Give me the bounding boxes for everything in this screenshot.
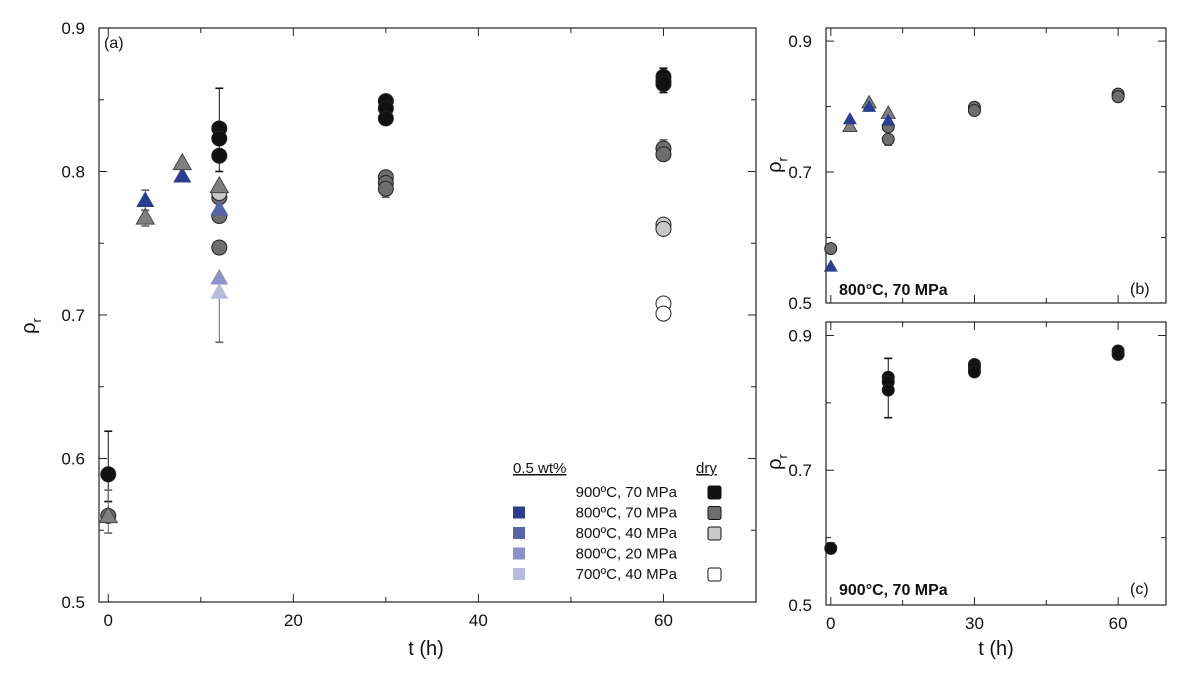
- panel-a-xlabel: t (h): [408, 638, 444, 660]
- data-point-triangle: [135, 207, 156, 225]
- data-point-circle: [1111, 347, 1125, 361]
- panel-a-ylabel-sub: r: [29, 317, 44, 322]
- data-point-circle: [1111, 90, 1125, 104]
- legend: 0.5 wt% dry 900ºC, 70 MPa 800ºC, 70 MPa 80…: [513, 460, 722, 583]
- data-point-circle: [211, 239, 228, 256]
- data-point-circle: [655, 220, 672, 237]
- panel-a-ytick-label: 0.9: [61, 19, 85, 38]
- legend-entry-label: 900ºC, 70 MPa: [576, 484, 678, 501]
- panel-c-ytick-label: 0.5: [788, 596, 812, 615]
- svg-text:ρr: ρr: [18, 317, 44, 333]
- data-point-triangle: [842, 112, 857, 125]
- data-point-triangle: [98, 505, 119, 524]
- panel-b-ylabel-rho: ρ: [764, 161, 786, 172]
- legend-entry-label: 700ºC, 40 MPa: [576, 566, 678, 583]
- legend-entry-label: 800ºC, 20 MPa: [576, 546, 678, 563]
- data-point-circle: [377, 110, 394, 127]
- data-point-circle: [655, 146, 672, 163]
- panel-c-ytick-label: 0.9: [788, 326, 812, 345]
- data-point-triangle: [210, 268, 229, 285]
- panel-c-condition: 900°C, 70 MPa: [839, 582, 948, 599]
- panel-a-ylabel: ρr: [18, 317, 44, 333]
- panel-c-ylabel: ρr: [764, 453, 790, 469]
- panel-c-frame: [825, 321, 1167, 606]
- panel-c-xtick-label: 30: [965, 614, 984, 633]
- panel-a-ytick-label: 0.8: [61, 163, 85, 182]
- data-point-triangle: [172, 152, 193, 171]
- legend-dry-swatch: [707, 526, 722, 541]
- panel-a-ytick-label: 0.5: [61, 593, 85, 612]
- data-point-circle: [211, 147, 228, 164]
- data-point-circle: [824, 242, 838, 256]
- legend-entry-label: 800ºC, 40 MPa: [576, 525, 678, 542]
- legend-wet-swatch: [513, 568, 525, 580]
- panel-b-frame: [825, 27, 1167, 304]
- data-point-circle: [881, 132, 895, 146]
- panel-b-condition: 800°C, 70 MPa: [839, 282, 948, 299]
- legend-wet-swatch: [513, 527, 525, 539]
- svg-text:ρr: ρr: [764, 453, 790, 469]
- legend-wet-swatch: [513, 506, 525, 519]
- panel-a-xtick-label: 60: [654, 611, 673, 630]
- data-point-circle: [655, 305, 672, 322]
- data-point-circle: [824, 541, 838, 555]
- panel-a-ytick-label: 0.6: [61, 450, 85, 469]
- legend-dry-swatch: [707, 485, 722, 500]
- panel-b-tag: (b): [1130, 281, 1150, 298]
- panel-c-xtick-label: 0: [826, 614, 835, 633]
- panel-a-xtick-label: 0: [104, 611, 113, 630]
- data-point-circle: [967, 365, 981, 379]
- data-point-triangle: [136, 191, 155, 207]
- legend-entry-label: 800ºC, 70 MPa: [576, 505, 678, 522]
- legend-wet-header: 0.5 wt%: [513, 460, 566, 477]
- panel-a-ylabel-rho: ρ: [18, 322, 40, 333]
- panel-c-ylabel-sub: r: [775, 453, 790, 458]
- panel-a-xtick-label: 40: [469, 611, 488, 630]
- panel-b-ylabel: ρr: [764, 156, 790, 172]
- errorbar-layer: [104, 67, 1123, 554]
- data-point-circle: [881, 383, 895, 397]
- marker-layer: [98, 68, 1125, 555]
- data-point-triangle: [210, 283, 229, 299]
- legend-dry-header: dry: [696, 460, 717, 477]
- panel-c-ytick-label: 0.7: [788, 461, 812, 480]
- panel-b-ytick-label: 0.5: [788, 294, 812, 313]
- data-point-triangle: [862, 99, 877, 112]
- panel-b-ytick-label: 0.7: [788, 163, 812, 182]
- data-point-circle: [967, 104, 981, 117]
- data-point-triangle: [823, 259, 838, 272]
- panel-a-ytick-label: 0.7: [61, 306, 85, 325]
- ticks-layer: 0 20 40 60 0.5 0.6 0.7 0.8 0.9 0.5 0.7 0.9 0 30 60 0.5 0…: [61, 19, 1166, 633]
- panel-c-ylabel-rho: ρ: [764, 458, 786, 469]
- legend-rows: 900ºC, 70 MPa 800ºC, 70 MPa 800ºC, 40 MPa 8…: [513, 484, 722, 583]
- panel-b-ylabel-sub: r: [775, 156, 790, 161]
- legend-wet-swatch: [513, 547, 525, 560]
- data-point-triangle: [209, 175, 230, 194]
- panel-c-tag: (c): [1130, 581, 1149, 598]
- legend-dry-swatch: [707, 567, 722, 582]
- panel-c-xlabel: t (h): [978, 638, 1014, 660]
- data-point-circle: [655, 75, 672, 92]
- data-point-circle: [377, 180, 394, 197]
- data-point-circle: [211, 130, 228, 147]
- panel-b-ytick-label: 0.9: [788, 32, 812, 51]
- data-point-triangle: [210, 199, 229, 216]
- data-point-circle: [100, 466, 117, 483]
- data-point-triangle: [881, 113, 896, 126]
- legend-dry-swatch: [707, 506, 722, 520]
- panel-a-xtick-label: 20: [284, 611, 303, 630]
- panel-a-tag: (a): [104, 35, 124, 52]
- panel-c-xtick-label: 60: [1109, 614, 1128, 633]
- data-point-triangle: [173, 166, 192, 183]
- svg-text:ρr: ρr: [764, 156, 790, 172]
- data-point-triangle: [842, 118, 858, 132]
